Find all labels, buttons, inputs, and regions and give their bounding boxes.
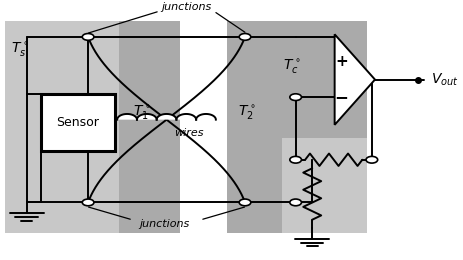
Polygon shape [156, 114, 176, 120]
Circle shape [290, 94, 301, 101]
Circle shape [239, 34, 251, 40]
Text: $T_1^\circ$: $T_1^\circ$ [133, 104, 151, 122]
Text: $T_s^\circ$: $T_s^\circ$ [11, 41, 28, 59]
FancyBboxPatch shape [41, 94, 115, 151]
FancyBboxPatch shape [282, 21, 367, 151]
Circle shape [82, 199, 94, 206]
Text: junctions: junctions [162, 2, 212, 12]
Text: −: − [334, 88, 348, 106]
Text: $T_c^\circ$: $T_c^\circ$ [283, 57, 301, 76]
Circle shape [366, 156, 378, 163]
Polygon shape [335, 34, 375, 125]
FancyBboxPatch shape [282, 138, 367, 233]
Circle shape [239, 199, 251, 206]
Polygon shape [196, 114, 216, 120]
Text: wires: wires [174, 128, 204, 138]
Polygon shape [137, 114, 156, 120]
FancyBboxPatch shape [5, 21, 122, 233]
FancyBboxPatch shape [119, 21, 180, 233]
Text: $T_2^\circ$: $T_2^\circ$ [238, 104, 256, 122]
Polygon shape [176, 114, 196, 120]
Circle shape [290, 199, 301, 206]
Text: +: + [335, 55, 348, 69]
Circle shape [82, 34, 94, 40]
Circle shape [290, 156, 301, 163]
FancyBboxPatch shape [227, 21, 288, 233]
Text: Sensor: Sensor [56, 116, 100, 129]
Text: $V_{out}$: $V_{out}$ [431, 72, 459, 88]
Polygon shape [117, 114, 137, 120]
Text: junctions: junctions [139, 219, 189, 229]
